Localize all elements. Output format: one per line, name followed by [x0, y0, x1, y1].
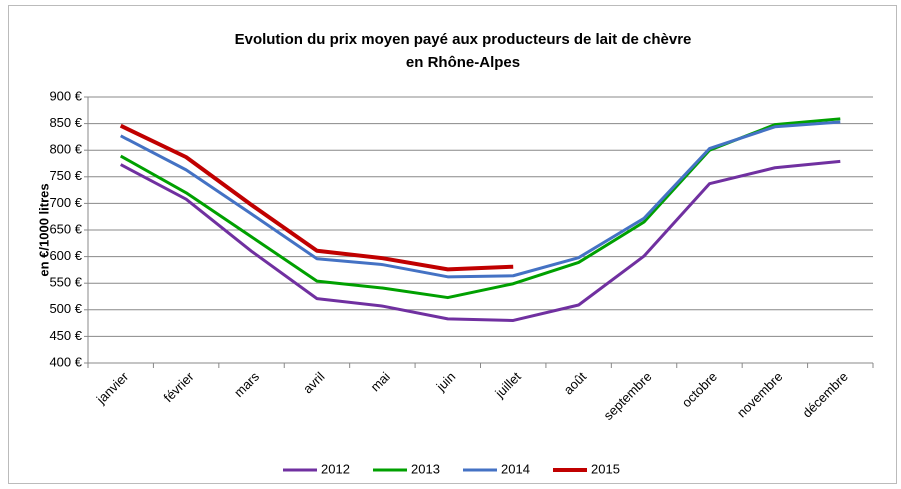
legend-label: 2014: [501, 461, 530, 476]
chart-border: [8, 5, 897, 484]
y-tick-label: 700 €: [49, 195, 82, 210]
y-tick-label: 450 €: [49, 328, 82, 343]
y-tick-label: 600 €: [49, 248, 82, 263]
legend-label: 2012: [321, 461, 350, 476]
y-tick-label: 400 €: [49, 354, 82, 369]
chart-title: Evolution du prix moyen payé aux product…: [235, 31, 692, 48]
legend-label: 2015: [591, 461, 620, 476]
y-tick-label: 850 €: [49, 115, 82, 130]
chart-title: en Rhône-Alpes: [406, 54, 520, 71]
series-line: [119, 123, 514, 272]
series-line: [120, 120, 841, 279]
legend-label: 2013: [411, 461, 440, 476]
y-tick-label: 900 €: [49, 88, 82, 103]
y-tick-label: 650 €: [49, 221, 82, 236]
y-tick-label: 550 €: [49, 275, 82, 290]
y-tick-label: 800 €: [49, 142, 82, 157]
y-tick-label: 500 €: [49, 301, 82, 316]
y-tick-label: 750 €: [49, 168, 82, 183]
series-line: [120, 159, 841, 322]
y-axis-label: en €/1000 litres: [36, 183, 51, 276]
